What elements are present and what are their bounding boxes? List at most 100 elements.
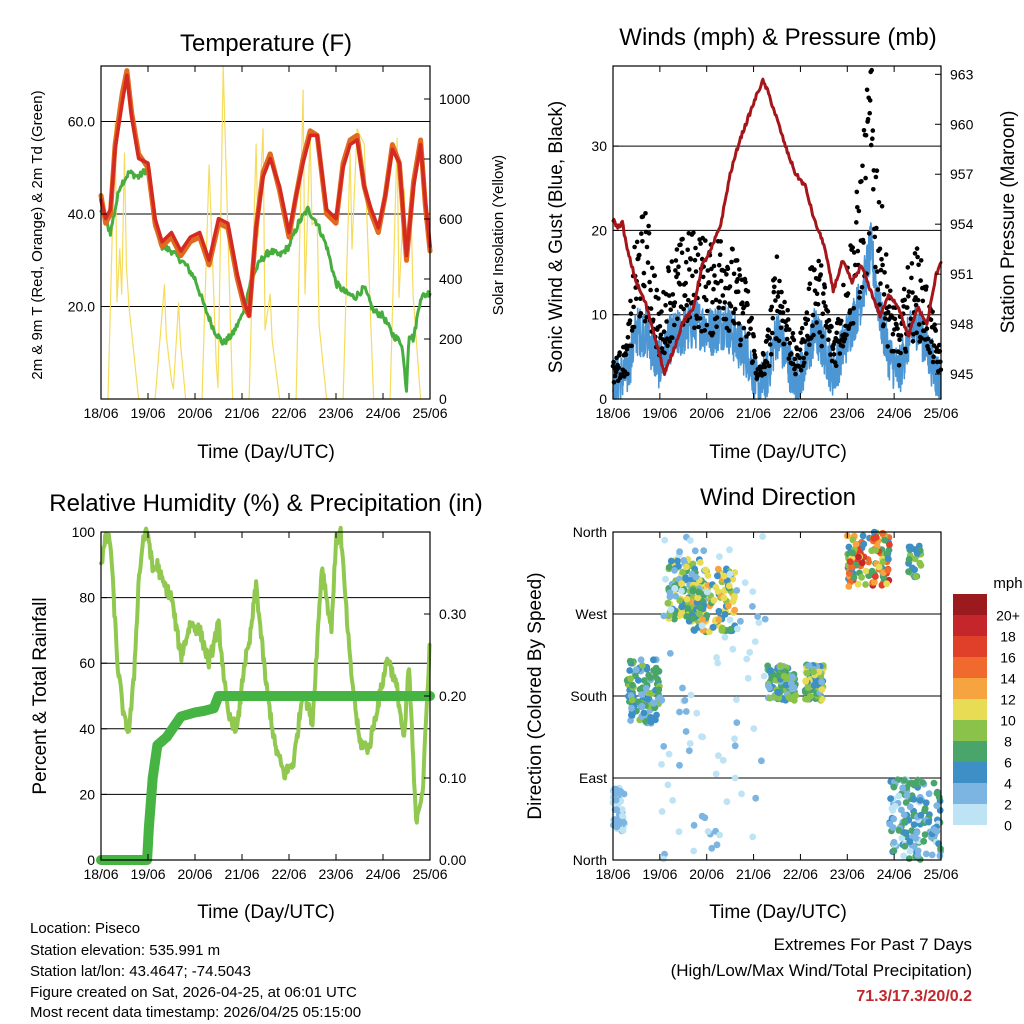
direction-point <box>712 584 720 591</box>
gust-point <box>762 371 767 377</box>
direction-point <box>933 827 941 835</box>
direction-point <box>903 792 911 799</box>
direction-point <box>755 619 763 626</box>
direction-xtick-label: 19/06 <box>642 866 677 882</box>
direction-point <box>626 667 634 674</box>
gust-point <box>844 332 849 338</box>
gust-point <box>740 300 745 306</box>
gust-point <box>797 347 803 353</box>
gust-point <box>674 247 680 252</box>
temperature-ytick-label: 60.0 <box>68 114 95 130</box>
direction-point <box>726 570 734 578</box>
direction-point <box>671 615 678 623</box>
gust-point <box>787 340 793 346</box>
colorbar-label: 12 <box>1000 692 1016 708</box>
direction-point <box>714 659 722 667</box>
gust-point <box>784 336 790 342</box>
gust-point <box>631 324 637 330</box>
direction-xtick-label: 25/06 <box>923 866 958 882</box>
gust-point <box>909 275 914 281</box>
direction-point <box>650 656 657 664</box>
gust-point <box>753 354 758 360</box>
gust-point <box>933 328 938 333</box>
winds-ylabel-right: Station Pressure (Maroon) <box>998 111 1019 334</box>
footer-created: Figure created on Sat, 2026-04-25, at 06… <box>30 984 357 1001</box>
gust-point <box>644 244 650 250</box>
gust-point <box>819 343 824 349</box>
gust-point <box>718 239 723 244</box>
gust-point <box>625 335 631 340</box>
direction-point <box>850 574 858 581</box>
direction-point <box>858 559 866 567</box>
direction-point <box>818 678 825 686</box>
gust-point <box>855 205 860 210</box>
direction-point <box>879 529 887 537</box>
direction-point <box>788 673 796 681</box>
direction-point <box>710 596 718 604</box>
gust-point <box>825 309 831 314</box>
gust-point <box>871 187 876 192</box>
gust-point <box>843 323 848 329</box>
direction-point <box>629 681 636 689</box>
footer-recent: Most recent data timestamp: 2026/04/25 0… <box>30 1004 362 1021</box>
gust-point <box>912 251 918 256</box>
gust-point <box>799 325 805 331</box>
gust-point <box>840 344 846 349</box>
winds-ytick-right-label: 954 <box>950 216 974 232</box>
direction-point <box>818 686 826 693</box>
direction-frame <box>612 531 942 861</box>
direction-point <box>862 581 869 588</box>
gust-point <box>873 174 879 180</box>
direction-point <box>921 805 929 812</box>
direction-point <box>654 676 662 683</box>
gust-point <box>915 254 920 260</box>
gust-point <box>688 257 694 262</box>
direction-point <box>696 559 704 566</box>
direction-point <box>647 718 655 726</box>
direction-point <box>725 582 733 590</box>
direction-point <box>751 638 759 645</box>
gust-point <box>677 282 683 287</box>
gust-point <box>829 324 834 330</box>
gust-point <box>908 316 914 322</box>
gust-point <box>847 308 853 313</box>
gust-point <box>638 296 643 302</box>
gust-point <box>657 324 663 329</box>
gust-point <box>638 311 644 316</box>
gust-point <box>715 280 720 286</box>
direction-point <box>780 672 788 680</box>
direction-point <box>687 691 695 699</box>
gust-point <box>696 324 701 330</box>
direction-point <box>900 852 908 860</box>
direction-point <box>920 837 928 845</box>
gust-point <box>781 341 787 347</box>
direction-ytick-label: East <box>579 770 607 786</box>
gust-point <box>915 297 921 303</box>
direction-point <box>758 757 765 765</box>
gust-point <box>712 273 717 278</box>
direction-point <box>726 616 734 624</box>
direction-point <box>907 544 915 552</box>
direction-point <box>901 817 909 825</box>
temperature-ytick-right-label: 1000 <box>439 91 470 107</box>
direction-point <box>743 655 751 663</box>
gust-point <box>711 263 717 269</box>
winds-ytick-label: 20 <box>591 222 607 238</box>
gust-point <box>679 250 685 255</box>
direction-point <box>628 704 635 712</box>
gust-point <box>905 265 911 270</box>
direction-point <box>627 717 634 724</box>
direction-point <box>675 828 683 836</box>
direction-point <box>683 595 691 603</box>
direction-point <box>704 572 712 579</box>
gust-point <box>616 365 621 371</box>
gust-point <box>895 326 900 331</box>
direction-point <box>854 580 862 588</box>
direction-point <box>716 831 723 839</box>
gust-point <box>702 328 707 333</box>
direction-point <box>727 625 735 633</box>
direction-point <box>749 833 757 841</box>
gust-point <box>692 325 697 331</box>
gust-point <box>818 272 823 277</box>
gust-point <box>807 342 812 348</box>
